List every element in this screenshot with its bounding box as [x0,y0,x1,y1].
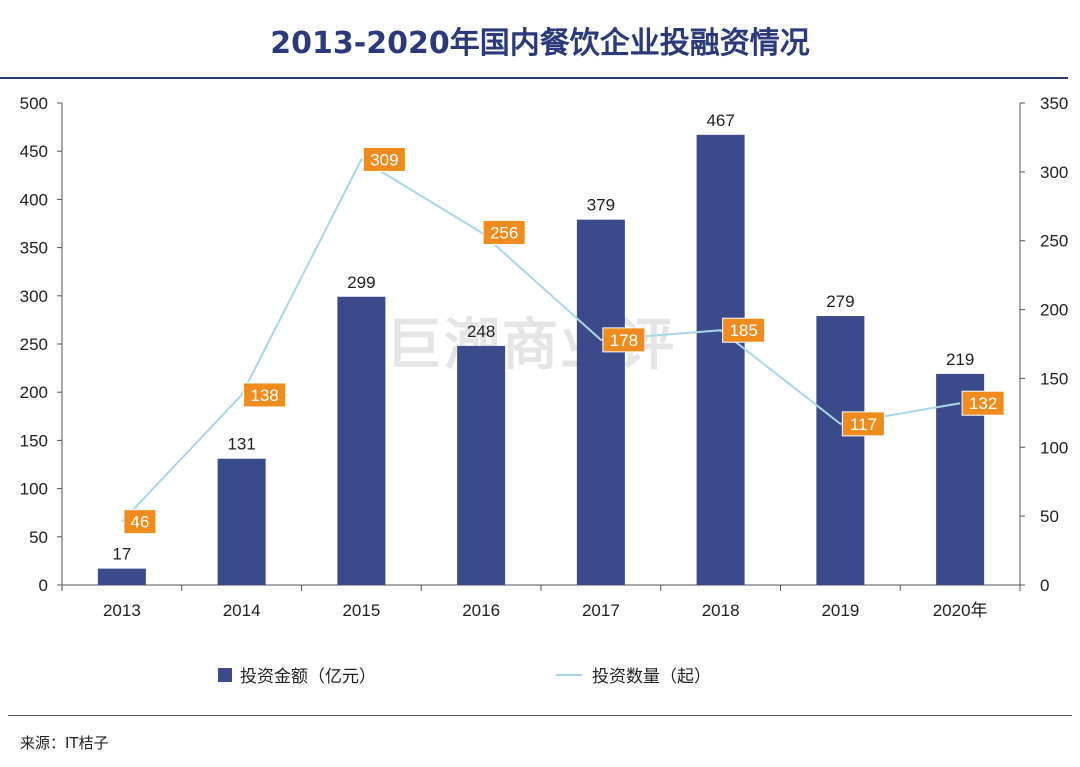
y-right-tick-label: 250 [1040,232,1068,251]
x-tick-label: 2014 [223,601,261,620]
x-tick-label: 2013 [103,601,141,620]
y-right-tick-label: 350 [1040,94,1068,113]
bar-value-label: 299 [347,273,375,292]
bar [816,316,865,585]
y-right-tick-label: 150 [1040,369,1068,388]
line-value-label: 46 [130,513,149,532]
x-tick-label: 2020年 [933,601,988,620]
y-right-tick-label: 200 [1040,301,1068,320]
legend-label-amount: 投资金额（亿元） [240,667,376,687]
chart-title: 2013-2020年国内餐饮企业投融资情况 [270,26,810,61]
bar-value-label: 467 [706,111,734,130]
bar-value-label: 219 [946,350,974,369]
line-value-box [841,411,885,437]
bar-value-label: 379 [587,196,615,215]
y-left-tick-label: 400 [20,190,48,209]
title-divider [0,77,1068,79]
series-line-count [121,158,961,523]
line-value-box [722,317,766,343]
source-note: 来源：IT桔子 [20,734,109,752]
y-left-tick-label: 250 [20,335,48,354]
y-left-tick-label: 0 [39,576,48,595]
y-left-tick-label: 450 [20,142,48,161]
line-value-label: 309 [370,150,398,169]
line-value-label: 138 [250,386,278,405]
y-left-tick-label: 300 [20,287,48,306]
x-tick-label: 2018 [702,601,740,620]
bottom-divider [8,715,1072,716]
y-right-tick-label: 300 [1040,163,1068,182]
line-value-box [961,390,1005,416]
line-value-box [243,382,287,408]
bar-value-label: 17 [112,545,131,564]
y-left-tick-label: 500 [20,94,48,113]
x-tick-label: 2019 [821,601,859,620]
legend-swatch-line [556,673,582,676]
y-left-tick-label: 350 [20,239,48,258]
y-right-tick-label: 50 [1040,507,1059,526]
y-left-tick-label: 100 [20,480,48,499]
line-value-box [123,509,157,535]
line-value-box [362,146,406,172]
x-tick-label: 2017 [582,601,620,620]
bar-value-label: 279 [826,292,854,311]
line-value-label: 185 [729,321,757,340]
bar [576,219,625,586]
bar [217,458,266,585]
legend-item-count: 投资数量（起） [556,662,711,687]
legend-label-count: 投资数量（起） [592,667,711,687]
bar [457,345,506,585]
y-left-tick-label: 50 [29,528,48,547]
line-value-box [602,327,646,353]
line-value-label: 256 [490,223,518,242]
y-left-tick-label: 150 [20,431,48,450]
y-left-tick-label: 200 [20,383,48,402]
legend-item-amount: 投资金额（亿元） [218,662,376,687]
y-right-tick-label: 100 [1040,438,1068,457]
line-value-label: 178 [610,331,638,350]
bar [337,296,386,585]
bar [97,568,146,585]
bar [696,134,745,585]
y-right-tick-label: 0 [1040,576,1049,595]
line-value-box [482,219,526,245]
x-tick-label: 2015 [342,601,380,620]
line-value-label: 117 [850,415,877,434]
x-tick-label: 2016 [462,601,500,620]
legend-swatch-bar [218,667,232,682]
bar-value-label: 248 [467,322,495,341]
bar-value-label: 131 [227,435,255,454]
line-value-label: 132 [969,394,997,413]
